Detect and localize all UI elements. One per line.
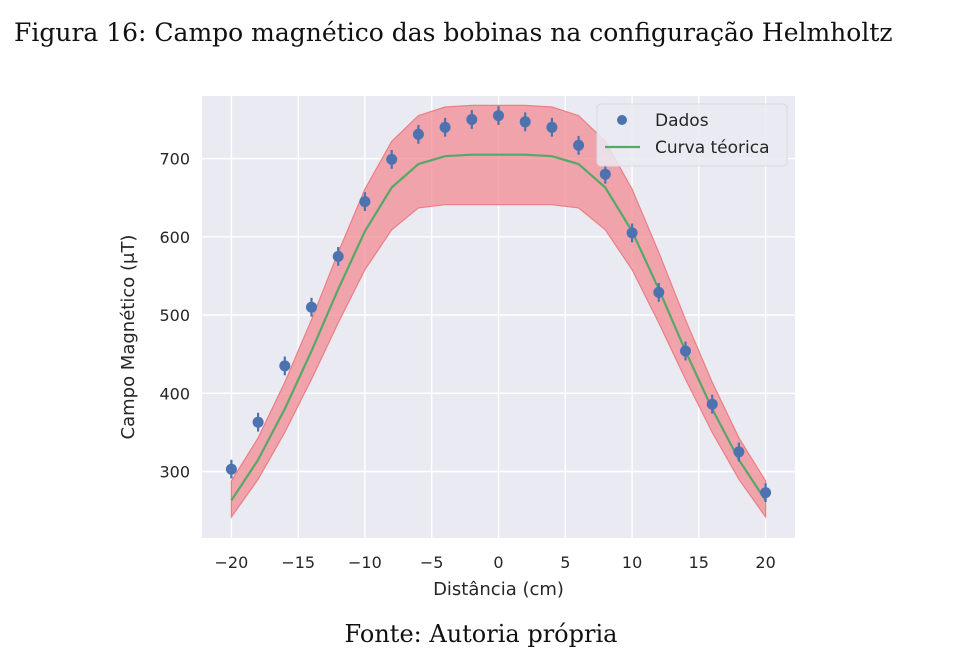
x-tick-label: −20 xyxy=(215,553,249,572)
y-tick-label: 400 xyxy=(159,384,190,403)
data-points xyxy=(225,106,772,502)
x-tick-label: 10 xyxy=(622,553,642,572)
x-tick-label: 5 xyxy=(560,553,570,572)
x-tick-label: −5 xyxy=(420,553,444,572)
data-point xyxy=(653,286,665,298)
data-point xyxy=(706,398,718,410)
data-point xyxy=(225,463,237,475)
data-point xyxy=(412,128,424,140)
x-tick-label: −10 xyxy=(348,553,382,572)
data-point xyxy=(573,139,585,151)
data-point xyxy=(332,250,344,262)
x-axis-label: Distância (cm) xyxy=(433,579,564,600)
data-point xyxy=(279,360,291,372)
data-point xyxy=(546,121,558,133)
data-point xyxy=(599,168,611,180)
y-tick-label: 600 xyxy=(159,228,190,247)
data-point xyxy=(733,446,745,458)
legend-box xyxy=(596,103,788,167)
x-tick-label: 20 xyxy=(755,553,775,572)
figure-source: Fonte: Autoria própria xyxy=(344,620,618,648)
y-tick-label: 300 xyxy=(159,463,190,482)
theory-curve xyxy=(230,153,767,502)
legend-label-curva: Curva téorica xyxy=(655,138,770,158)
y-tick-label: 700 xyxy=(159,150,190,169)
x-tick-label: −15 xyxy=(281,553,315,572)
x-tick-label: 0 xyxy=(493,553,503,572)
legend-marker-dados xyxy=(617,115,627,125)
data-point xyxy=(386,153,398,165)
legend: Dados Curva téorica xyxy=(596,103,788,167)
data-point xyxy=(760,487,772,499)
y-axis-label: Campo Magnético (μT) xyxy=(118,235,139,440)
data-point xyxy=(626,227,638,239)
theory-curve-line xyxy=(230,153,767,502)
data-point xyxy=(359,196,371,208)
tick-labels: −20 −15 −10 −5 0 5 10 15 20 300 400 500 600 700 xyxy=(159,150,775,572)
y-tick-label: 500 xyxy=(159,306,190,325)
data-point xyxy=(680,345,691,357)
data-point xyxy=(519,116,531,128)
x-tick-label: 15 xyxy=(689,553,709,572)
data-point xyxy=(252,416,264,428)
figure-caption: Figura 16: Campo magnético das bobinas n… xyxy=(14,18,893,47)
data-point xyxy=(306,301,317,313)
data-point xyxy=(493,110,504,122)
legend-label-dados: Dados xyxy=(655,111,709,131)
data-point xyxy=(439,121,451,133)
data-point xyxy=(466,114,478,125)
